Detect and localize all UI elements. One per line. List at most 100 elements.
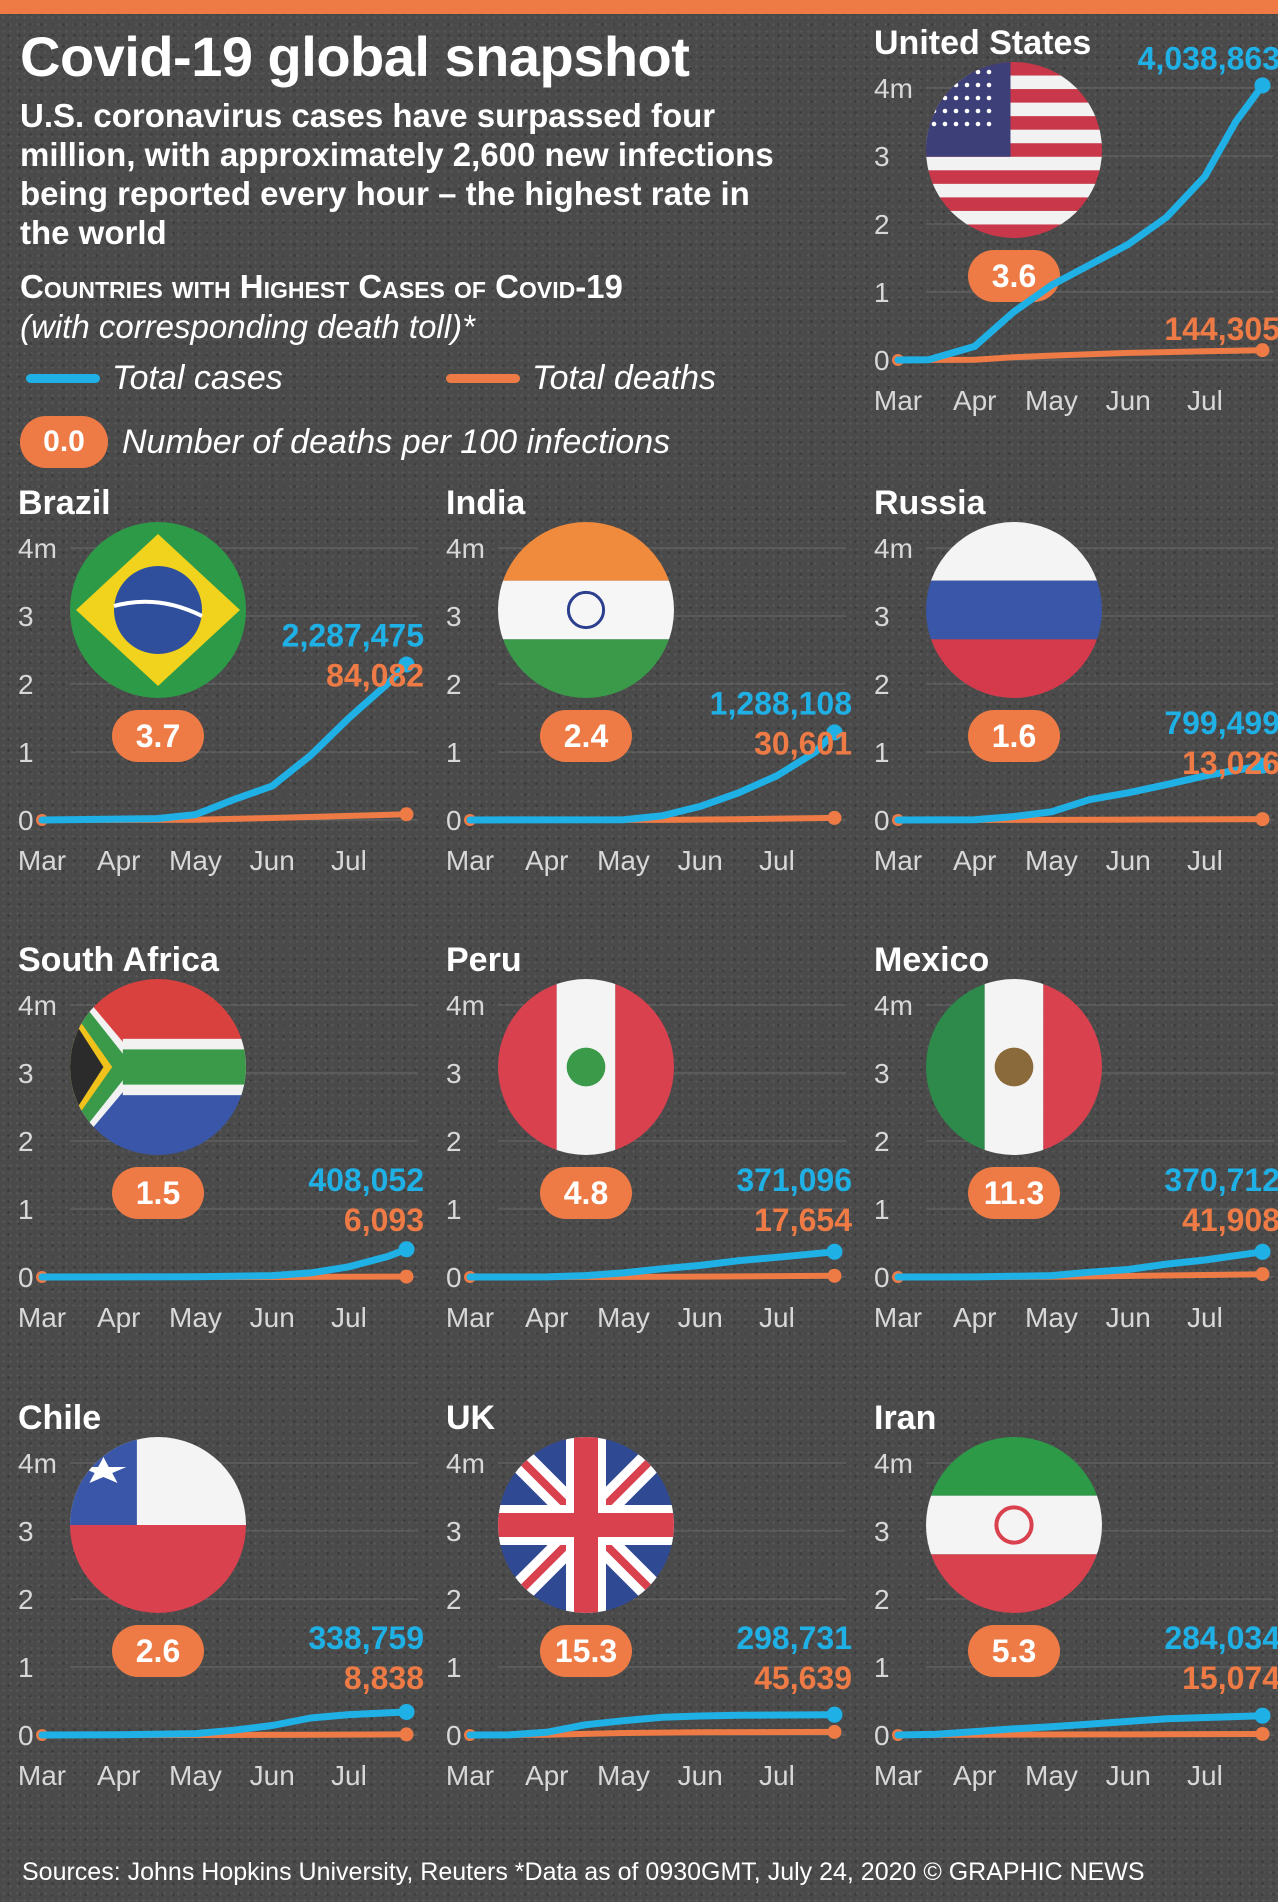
panel-peru: Peru 4m 3 2 1 0 Mar Apr May Jun Jul 4.8 371,096 17,6… — [446, 941, 866, 1393]
rate-pill — [968, 1625, 1060, 1677]
x-tick-label: Mar — [18, 1760, 66, 1791]
rate-pill — [112, 1625, 204, 1677]
chart-united-states: 4m 3 2 1 0 Mar Apr May Jun Jul 3.6 4,038,863 144,305 — [874, 40, 1278, 416]
deaths-end-dot — [827, 810, 842, 825]
y-tick-label: 0 — [18, 805, 34, 836]
panel-title: Brazil — [18, 484, 111, 522]
cases-end-dot — [398, 1241, 415, 1258]
x-tick-label: Apr — [953, 1302, 997, 1333]
y-tick-label: 4m — [874, 1448, 913, 1479]
cases-end-dot — [398, 1703, 415, 1720]
y-tick-label: 0 — [446, 1262, 462, 1293]
x-tick-label: Jul — [331, 1760, 367, 1791]
flag-globe — [114, 566, 202, 654]
y-tick-label: 2 — [874, 1584, 890, 1615]
uk-flag — [498, 1437, 674, 1613]
flag-star — [942, 82, 948, 88]
us-flag — [926, 62, 1102, 238]
x-tick-label: Mar — [874, 385, 922, 416]
cases-line — [466, 1711, 838, 1739]
flag-band — [498, 639, 674, 698]
x-tick-label: May — [1025, 1760, 1078, 1791]
subtitle: U.S. coronavirus cases have surpassed fo… — [20, 97, 774, 251]
flag-star — [964, 108, 970, 114]
x-tick-label: Jul — [759, 845, 795, 876]
y-tick-label: 0 — [874, 1262, 890, 1293]
x-tick-label: Jun — [1106, 1760, 1151, 1791]
chart-peru: 4m 3 2 1 0 Mar Apr May Jun Jul 4.8 371,096 17,654 — [446, 979, 852, 1333]
chart-mexico: 4m 3 2 1 0 Mar Apr May Jun Jul 11.3 370,712 41,908 — [874, 979, 1278, 1333]
x-tick-label: Jun — [250, 1760, 295, 1791]
deaths-end-dot — [827, 1268, 842, 1283]
flag-band-green — [122, 1049, 246, 1085]
y-tick-label: 3 — [18, 1058, 34, 1089]
flag-star — [975, 69, 981, 75]
x-tick-label: Apr — [97, 1302, 141, 1333]
rate-value: 5.3 — [992, 1633, 1036, 1669]
rate-pill — [112, 1167, 204, 1219]
flag-star — [975, 82, 981, 88]
x-tick-label: Mar — [446, 845, 494, 876]
chart-iran: 4m 3 2 1 0 Mar Apr May Jun Jul 5.3 284,034 15,074 — [874, 1437, 1278, 1791]
cases-line — [466, 728, 838, 824]
y-tick-label: 3 — [18, 601, 34, 632]
cases-label: 371,096 — [736, 1162, 852, 1198]
x-tick-label: Jul — [759, 1760, 795, 1791]
x-tick-label: Apr — [97, 1760, 141, 1791]
peru-flag — [498, 979, 674, 1155]
panel-title: Peru — [446, 941, 522, 979]
flag-star — [964, 69, 970, 75]
x-tick-label: Jul — [759, 1302, 795, 1333]
y-tick-label: 4m — [446, 990, 485, 1021]
chart-brazil: 4m 3 2 1 0 Mar Apr May Jun Jul 3.7 2,287,475 84,082 — [18, 522, 424, 876]
x-tick-label: Mar — [874, 1302, 922, 1333]
cases-end-dot — [398, 656, 415, 673]
x-tick-label: May — [1025, 385, 1078, 416]
flag-canton — [70, 1437, 137, 1525]
flag-band — [926, 639, 1102, 698]
x-tick-label: Apr — [953, 845, 997, 876]
rate-value: 2.6 — [136, 1633, 180, 1669]
panel-mexico: Mexico 4m 3 2 1 0 Mar Apr May Jun Jul 11.3 370,712 4… — [874, 941, 1278, 1393]
flag-star — [931, 82, 937, 88]
flag-star — [986, 95, 992, 101]
panel-united-states: United States 4m 3 2 1 0 Mar Apr May Jun Jul 3.6 4,… — [874, 24, 1278, 476]
flag-star — [80, 1457, 127, 1483]
x-tick-label: Jul — [1187, 1302, 1223, 1333]
y-tick-label: 3 — [874, 1516, 890, 1547]
flag-emblem — [566, 1047, 606, 1087]
flag-star — [942, 95, 948, 101]
y-tick-label: 3 — [874, 141, 890, 172]
x-tick-label: Jun — [250, 845, 295, 876]
flag-band — [926, 580, 1102, 640]
flag-star — [953, 95, 959, 101]
cases-line — [466, 1248, 838, 1281]
flag-emblem — [994, 1047, 1034, 1087]
panel-india: India 4m 3 2 1 0 Mar Apr May Jun Jul 2.4 1,288,108 3… — [446, 484, 866, 936]
deaths-end-dot — [1255, 1267, 1270, 1282]
x-tick-label: May — [169, 1760, 222, 1791]
chart-south-africa: 4m 3 2 1 0 Mar Apr May Jun Jul 1.5 408,052 6,093 — [18, 979, 424, 1333]
flag-band — [498, 580, 674, 640]
y-tick-label: 0 — [874, 805, 890, 836]
cases-label: 4,038,863 — [1138, 40, 1278, 76]
flag-band — [926, 1495, 1102, 1555]
flag-star — [964, 95, 970, 101]
flag-stripe — [926, 210, 1102, 226]
cases-label: 284,034 — [1164, 1620, 1278, 1656]
legend-deaths-swatch — [446, 373, 520, 383]
panel-title: India — [446, 484, 526, 522]
y-tick-label: 2 — [874, 209, 890, 240]
deaths-line — [895, 347, 1266, 363]
y-tick-label: 4m — [18, 990, 57, 1021]
rate-pill — [968, 250, 1060, 302]
x-tick-label: Apr — [525, 845, 569, 876]
y-tick-label: 4m — [446, 1448, 485, 1479]
flag-stripe — [926, 170, 1102, 185]
flag-star — [931, 69, 937, 75]
x-tick-label: Mar — [874, 845, 922, 876]
x-tick-label: Mar — [18, 845, 66, 876]
y-tick-label: 3 — [874, 601, 890, 632]
flag-star — [953, 82, 959, 88]
cases-label: 2,287,475 — [282, 617, 424, 653]
